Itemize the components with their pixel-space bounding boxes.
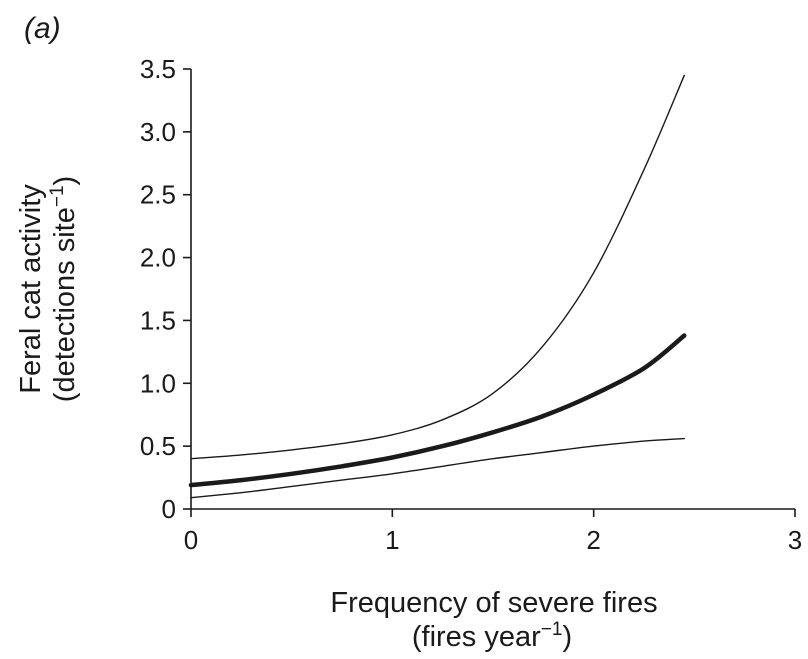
panel-label: (a)	[24, 12, 61, 45]
x-axis-title-line2: (fires year−1)	[412, 619, 572, 653]
series-line-fit	[188, 333, 687, 488]
y-tick-label: 3.5	[140, 54, 176, 84]
x-axis-title-line2-prefix: (fires year	[412, 621, 541, 653]
x-axis-title-line2-sup: −1	[541, 619, 563, 640]
y-tick-label: 0	[162, 494, 176, 524]
x-axis-title-line1: Frequency of severe fires	[330, 587, 657, 619]
y-tick-label: 2.0	[140, 243, 176, 273]
y-axis-title-line2: (detections site−1)	[47, 176, 81, 402]
x-ticks: 0 1 2 3	[184, 509, 802, 555]
y-axis-title-line1: Feral cat activity	[15, 184, 47, 394]
y-tick-label: 0.5	[140, 431, 176, 461]
y-tick-label: 1.0	[140, 368, 176, 398]
y-axis-title-line2-prefix: (detections site	[49, 207, 81, 402]
y-axis-title-line2-suffix: )	[49, 176, 81, 186]
series-group	[188, 74, 687, 499]
y-axis-title-line2-sup: −1	[47, 185, 68, 207]
y-tick-label: 3.0	[140, 117, 176, 147]
x-tick-label: 1	[385, 525, 399, 555]
x-tick-label: 2	[586, 525, 600, 555]
y-tick-label: 1.5	[140, 305, 176, 335]
series-line-lower	[190, 437, 685, 499]
y-tick-label: 2.5	[140, 180, 176, 210]
x-axis-title-line2-suffix: )	[562, 621, 572, 653]
axes	[190, 69, 795, 510]
x-tick-label: 0	[184, 525, 198, 555]
x-tick-label: 3	[788, 525, 802, 555]
series-line-upper	[190, 74, 685, 460]
y-ticks: 0 0.5 1.0 1.5 2.0 2.5 3.0 3.5	[140, 54, 191, 524]
